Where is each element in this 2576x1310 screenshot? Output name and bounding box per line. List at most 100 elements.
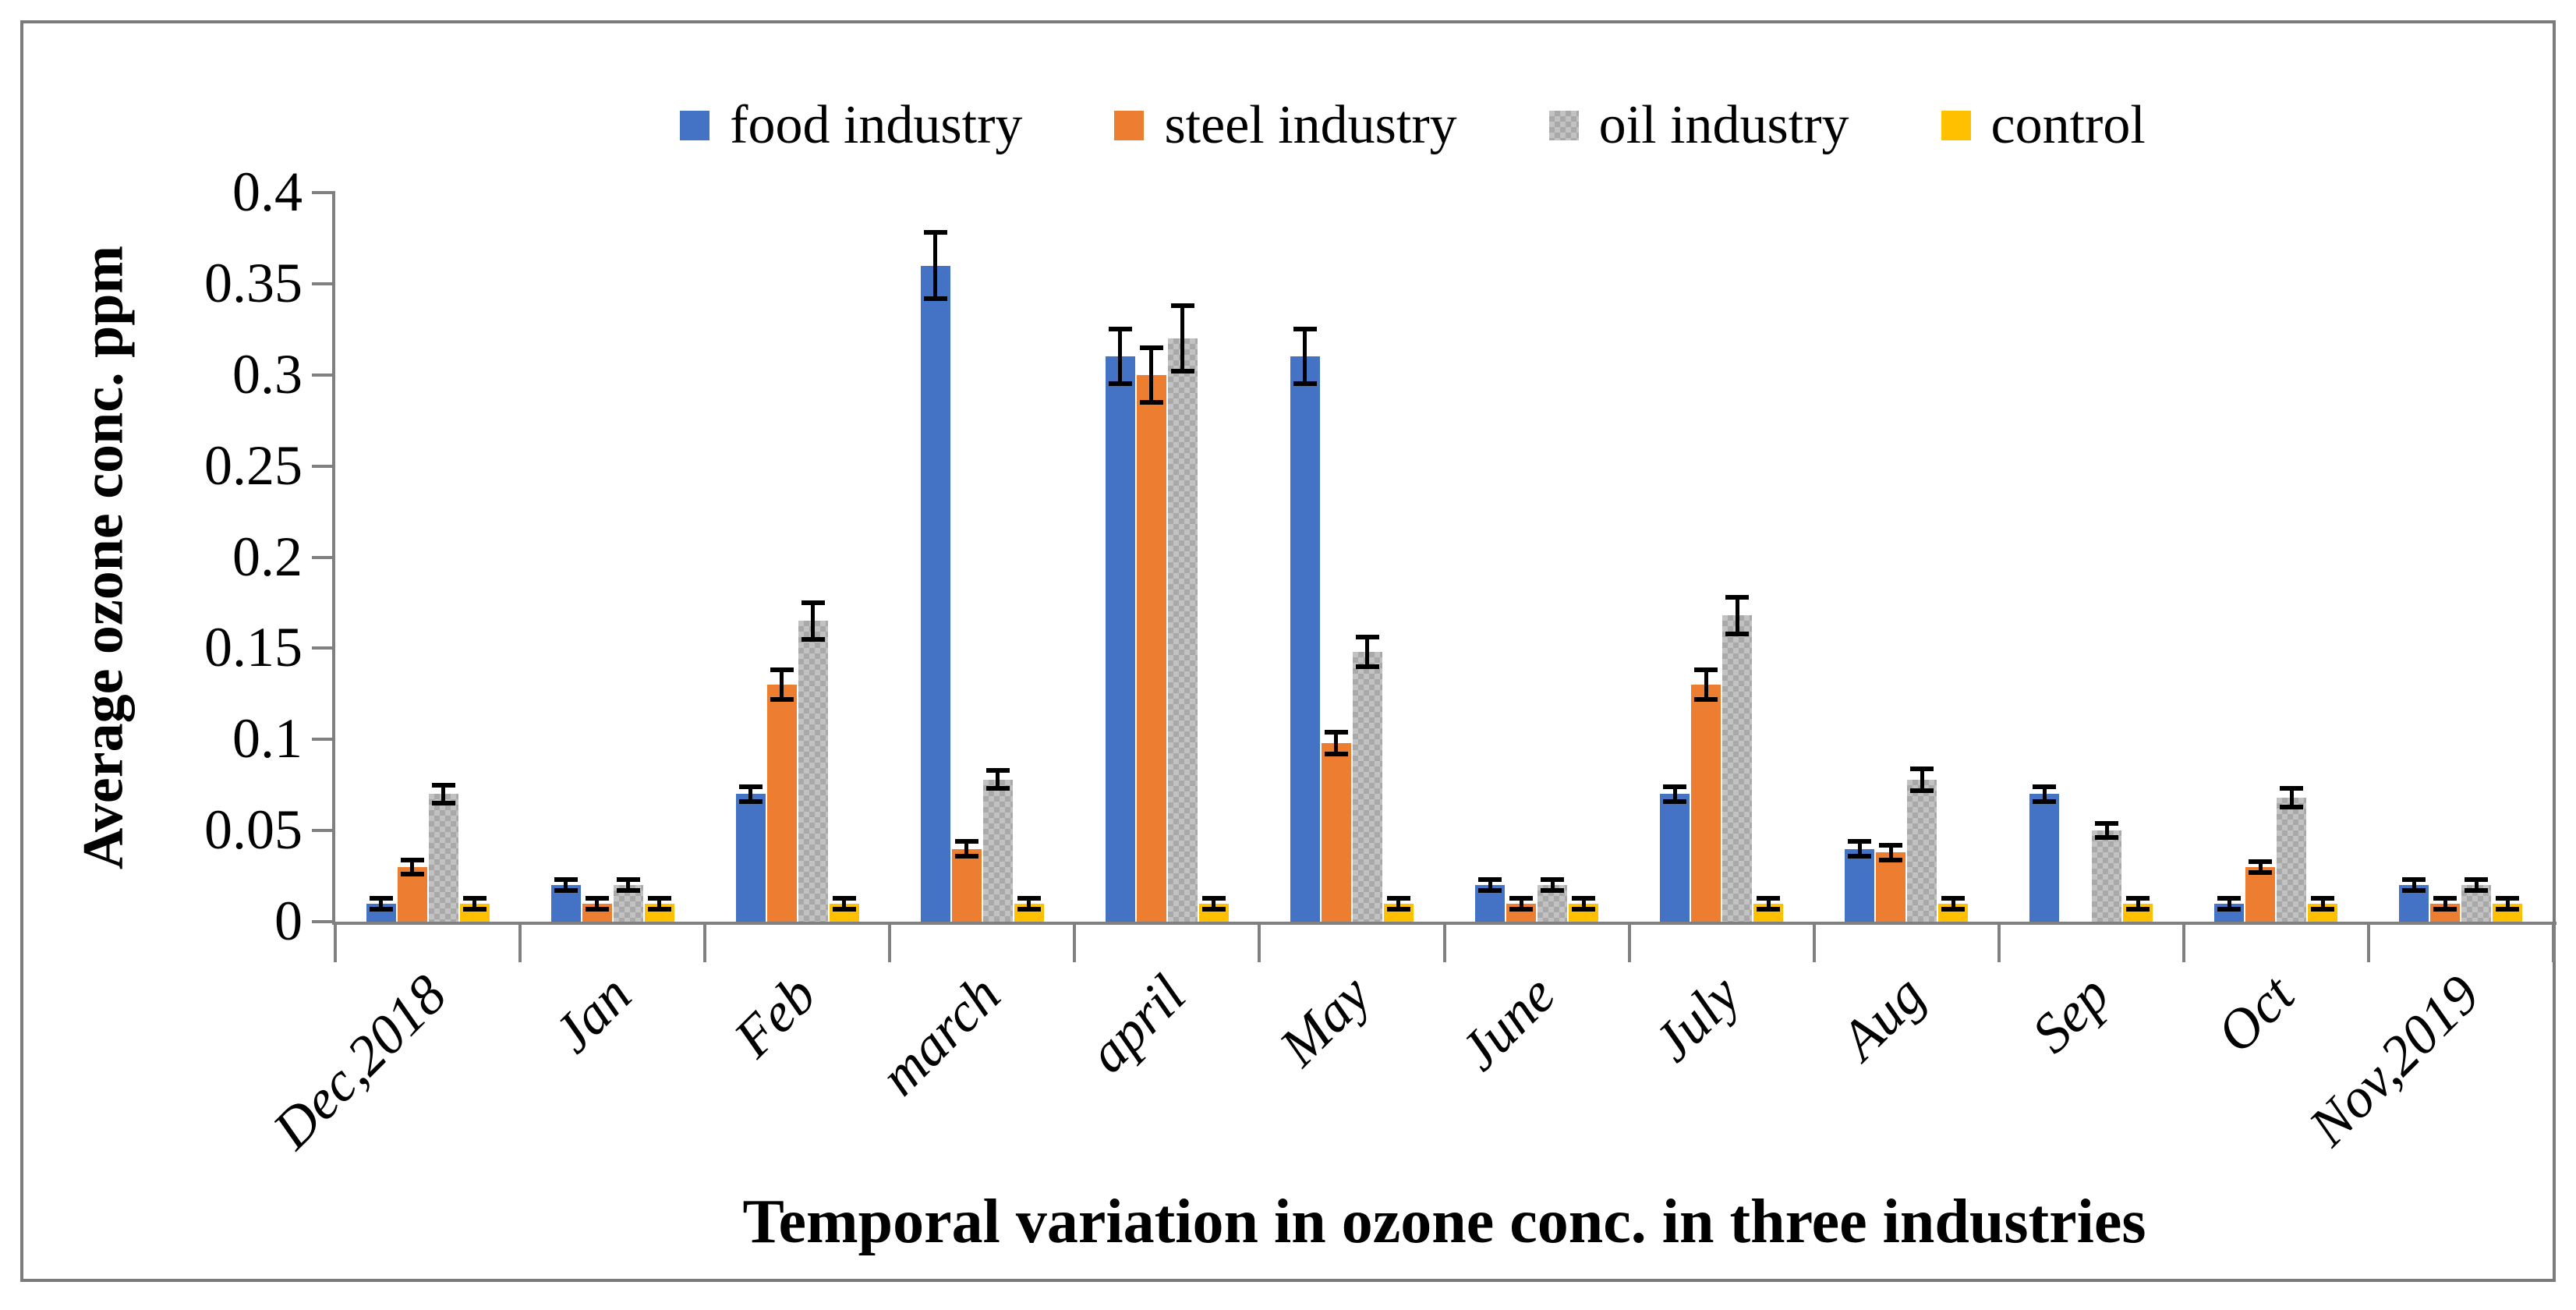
- errorbar-cap-top-control-0: [462, 895, 487, 901]
- errorbar-cap-top-steel-industry-1: [585, 895, 609, 901]
- errorbar-cap-top-oil-industry-7: [1725, 594, 1750, 600]
- legend-item-control: control: [1941, 98, 2146, 153]
- x-tick: [518, 925, 522, 962]
- errorbar-cap-top-control-7: [1757, 895, 1781, 901]
- x-tick: [1073, 925, 1077, 962]
- errorbar-cap-top-food-industry-8: [1848, 839, 1872, 844]
- errorbar-cap-bottom-control-7: [1757, 906, 1781, 912]
- errorbar-cap-top-steel-industry-11: [2433, 895, 2457, 901]
- errorbar-cap-top-steel-industry-4: [1139, 345, 1163, 350]
- x-category-label: Oct: [2205, 963, 2307, 1065]
- errorbar-cap-top-oil-industry-10: [2280, 786, 2304, 791]
- x-tick: [1627, 925, 1631, 962]
- errorbar-control-4: [1212, 898, 1216, 909]
- y-tick: [312, 373, 335, 377]
- errorbar-cap-top-oil-industry-0: [431, 782, 455, 788]
- errorbar-steel-industry-11: [2443, 898, 2447, 909]
- errorbar-control-7: [1766, 898, 1771, 909]
- errorbar-cap-top-steel-industry-8: [1879, 842, 1903, 848]
- bar-food-industry-7: [1660, 794, 1690, 922]
- y-tick-label: 0.3: [232, 342, 303, 405]
- errorbar-cap-top-food-industry-9: [2033, 784, 2057, 790]
- errorbar-cap-top-food-industry-10: [2217, 895, 2242, 901]
- errorbar-cap-bottom-oil-industry-11: [2465, 888, 2489, 894]
- errorbar-cap-bottom-food-industry-2: [738, 798, 763, 804]
- errorbar-cap-top-food-industry-2: [738, 784, 763, 790]
- x-category-label: Aug: [1828, 963, 1937, 1071]
- errorbar-food-industry-3: [933, 232, 938, 299]
- errorbar-steel-industry-8: [1888, 844, 1893, 860]
- errorbar-cap-top-control-5: [1386, 895, 1410, 901]
- y-tick-label: 0.35: [204, 251, 303, 314]
- x-tick: [1442, 925, 1446, 962]
- errorbar-cap-bottom-food-industry-8: [1848, 853, 1872, 859]
- x-category-label: april: [1076, 963, 1198, 1085]
- errorbar-control-1: [657, 898, 662, 909]
- bar-steel-industry-5: [1321, 742, 1351, 922]
- errorbar-steel-industry-5: [1334, 731, 1339, 754]
- legend-item-oil-industry: oil industry: [1548, 98, 1849, 153]
- errorbar-cap-bottom-control-5: [1386, 906, 1410, 912]
- errorbar-cap-bottom-oil-industry-8: [1910, 788, 1934, 793]
- errorbar-cap-bottom-food-industry-6: [1478, 888, 1502, 894]
- x-category-label: May: [1267, 963, 1382, 1078]
- legend-label-steel-industry: steel industry: [1164, 95, 1457, 155]
- x-tick: [2366, 925, 2370, 962]
- errorbar-oil-industry-10: [2289, 788, 2294, 807]
- errorbar-cap-top-steel-industry-2: [770, 667, 794, 673]
- errorbar-food-industry-9: [2042, 787, 2047, 802]
- errorbar-cap-bottom-food-industry-7: [1663, 798, 1687, 804]
- errorbar-control-10: [2320, 898, 2325, 909]
- errorbar-cap-top-oil-industry-1: [616, 877, 640, 883]
- errorbar-cap-bottom-steel-industry-3: [954, 853, 978, 859]
- bar-oil-industry-4: [1167, 338, 1198, 922]
- errorbar-cap-bottom-oil-industry-1: [616, 888, 640, 894]
- errorbar-cap-top-control-6: [1572, 895, 1596, 901]
- errorbar-cap-bottom-steel-industry-11: [2433, 906, 2457, 912]
- legend-label-food-industry: food industry: [730, 95, 1023, 155]
- errorbar-cap-bottom-oil-industry-0: [431, 801, 455, 806]
- errorbar-cap-bottom-food-industry-10: [2217, 906, 2242, 912]
- errorbar-oil-industry-2: [811, 602, 816, 639]
- errorbar-oil-industry-9: [2104, 823, 2109, 838]
- bar-oil-industry-8: [1907, 779, 1937, 922]
- errorbar-steel-industry-4: [1149, 347, 1154, 402]
- errorbar-control-11: [2505, 898, 2510, 909]
- bar-steel-industry-2: [766, 685, 797, 922]
- x-tick: [2552, 925, 2555, 962]
- errorbar-cap-top-oil-industry-2: [801, 600, 825, 605]
- x-category-label: Sep: [2019, 963, 2122, 1065]
- y-tick: [312, 464, 335, 468]
- x-category-label: June: [1448, 963, 1567, 1082]
- bar-food-industry-5: [1290, 356, 1320, 922]
- errorbar-food-industry-6: [1488, 880, 1492, 891]
- errorbar-cap-bottom-food-industry-4: [1108, 381, 1132, 387]
- bar-steel-industry-4: [1136, 374, 1166, 922]
- errorbar-cap-bottom-oil-industry-9: [2095, 835, 2119, 841]
- legend-label-control: control: [1990, 95, 2146, 155]
- y-axis-line: [332, 193, 335, 925]
- errorbar-cap-top-food-industry-0: [369, 895, 393, 901]
- errorbar-cap-bottom-control-3: [1017, 906, 1041, 912]
- x-category-label: march: [868, 963, 1013, 1107]
- errorbar-cap-bottom-control-10: [2311, 906, 2335, 912]
- errorbar-cap-top-control-10: [2311, 895, 2335, 901]
- errorbar-oil-industry-7: [1735, 597, 1739, 634]
- errorbar-control-5: [1396, 898, 1401, 909]
- errorbar-cap-top-control-11: [2496, 895, 2520, 901]
- errorbar-oil-industry-1: [626, 880, 631, 891]
- x-tick: [1258, 925, 1261, 962]
- errorbar-cap-top-food-industry-4: [1108, 327, 1132, 332]
- bar-steel-industry-3: [951, 848, 982, 922]
- errorbar-control-9: [2135, 898, 2140, 909]
- bar-food-industry-8: [1845, 848, 1875, 922]
- errorbar-cap-bottom-oil-industry-6: [1541, 888, 1565, 894]
- errorbar-cap-bottom-food-industry-3: [923, 296, 947, 301]
- errorbar-oil-industry-6: [1550, 880, 1555, 891]
- bar-oil-industry-9: [2092, 830, 2122, 922]
- errorbar-cap-top-oil-industry-4: [1170, 303, 1194, 308]
- errorbar-cap-top-food-industry-7: [1663, 784, 1687, 790]
- errorbar-cap-top-steel-industry-6: [1509, 895, 1534, 901]
- errorbar-cap-bottom-steel-industry-0: [400, 872, 424, 877]
- errorbar-cap-top-control-9: [2126, 895, 2150, 901]
